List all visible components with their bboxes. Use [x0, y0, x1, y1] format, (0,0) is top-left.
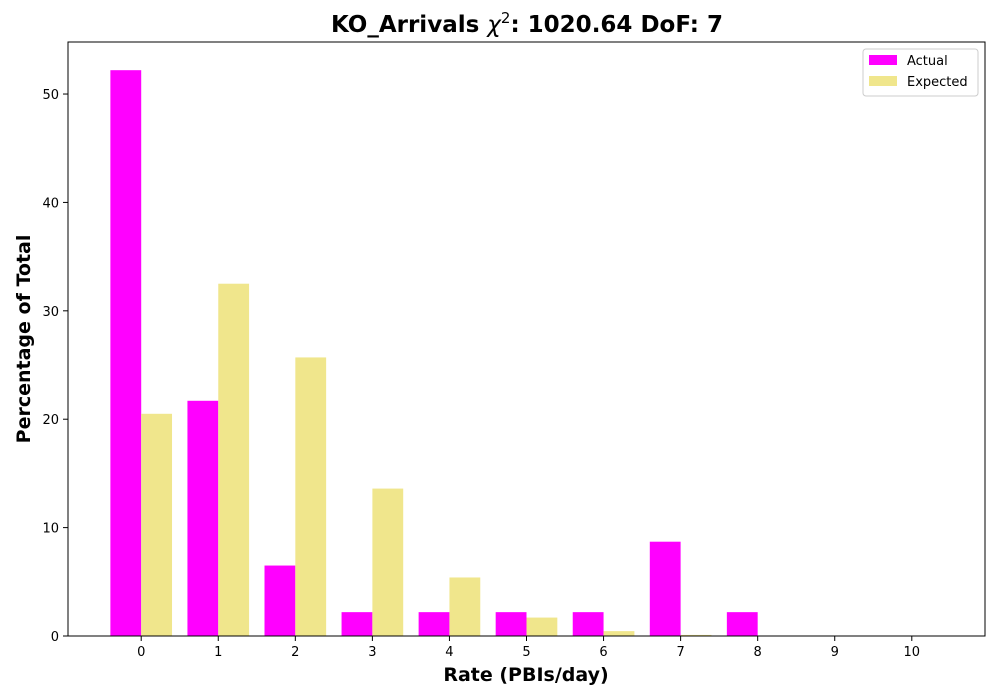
legend-swatch-actual	[869, 55, 897, 65]
bar-actual-5	[495, 612, 527, 636]
x-tick-label: 1	[214, 645, 222, 660]
x-tick-label: 3	[368, 645, 376, 660]
legend-swatch-expected	[869, 76, 897, 86]
y-tick-label: 10	[42, 522, 59, 537]
bar-expected-4	[449, 577, 481, 636]
chart-title-chi-value: : 1020.64 DoF: 7	[510, 12, 723, 38]
bar-expected-3	[372, 488, 404, 636]
x-tick-label: 9	[831, 645, 839, 660]
y-tick-label: 50	[42, 88, 59, 103]
y-tick-label: 0	[51, 630, 59, 645]
x-tick-label: 7	[676, 645, 684, 660]
bar-actual-0	[110, 70, 142, 636]
y-ticks: 0 10 20 30 40 50	[42, 88, 68, 645]
y-tick-label: 40	[42, 196, 59, 211]
bar-actual-1	[187, 400, 219, 636]
legend: Actual Expected	[862, 48, 979, 97]
chart-title-chi-exponent: 2	[501, 9, 511, 27]
chart-title: KO_Arrivals χ2: 1020.64 DoF: 7	[331, 9, 723, 38]
y-tick-label: 20	[42, 413, 59, 428]
x-tick-label: 4	[445, 645, 453, 660]
bar-actual-7	[649, 541, 681, 636]
x-tick-label: 5	[522, 645, 530, 660]
legend-label-actual: Actual	[907, 54, 948, 69]
bar-actual-4	[418, 612, 450, 636]
x-ticks: 0 1 2 3 4 5 6 7 8 9 10	[137, 636, 920, 660]
chart-title-name: KO_Arrivals	[331, 12, 479, 38]
bar-expected-0	[141, 413, 173, 636]
y-tick-label: 30	[42, 305, 59, 320]
bar-expected-1	[218, 283, 250, 636]
bar-expected-5	[526, 617, 558, 636]
bars-layer	[110, 70, 789, 636]
x-tick-label: 0	[137, 645, 145, 660]
bar-actual-3	[341, 612, 373, 636]
plot-frame	[67, 41, 986, 637]
x-tick-label: 2	[291, 645, 299, 660]
bar-actual-6	[572, 612, 604, 636]
y-axis-label: Percentage of Total	[13, 235, 35, 444]
x-axis-label: Rate (PBIs/day)	[443, 664, 608, 686]
bar-expected-2	[295, 357, 327, 636]
bar-actual-8	[726, 612, 758, 636]
x-tick-label: 10	[904, 645, 921, 660]
legend-label-expected: Expected	[907, 75, 968, 90]
bar-actual-2	[264, 565, 296, 636]
bar-expected-7	[680, 634, 712, 636]
chart-title-chi-symbol: χ	[485, 12, 502, 38]
x-tick-label: 8	[754, 645, 762, 660]
x-tick-label: 6	[599, 645, 607, 660]
bar-expected-6	[603, 631, 635, 636]
